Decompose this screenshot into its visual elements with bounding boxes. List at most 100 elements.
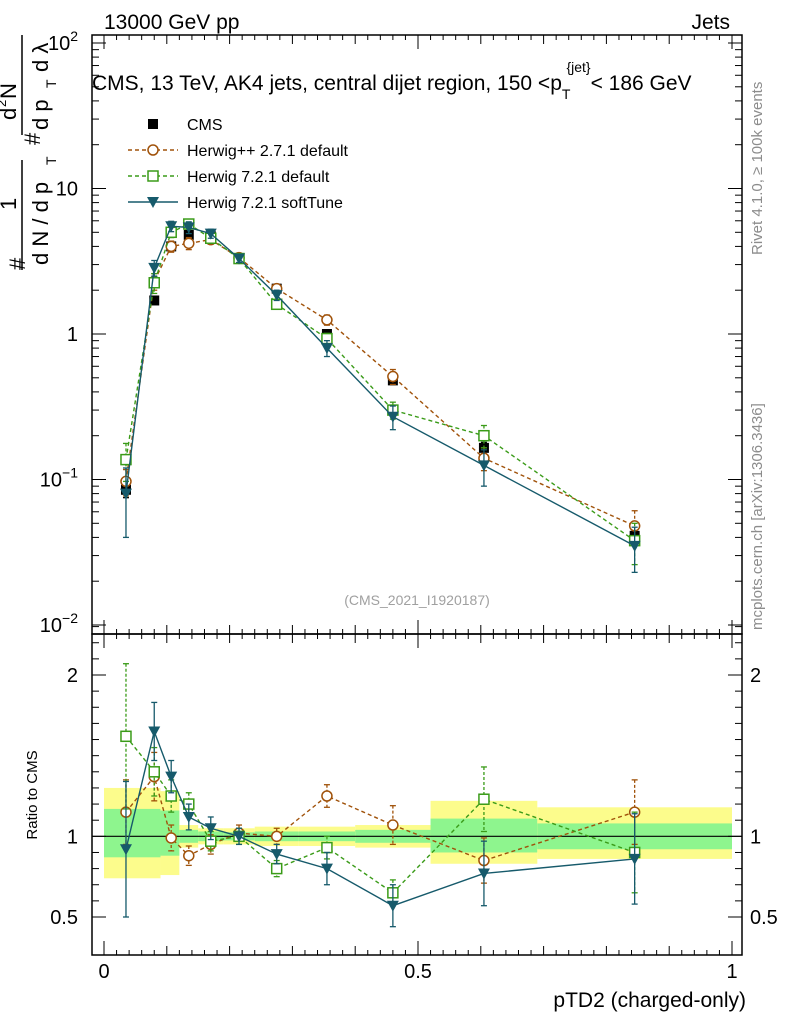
- main-point-herwigpp: [165, 240, 177, 253]
- main-point-softtune: [119, 488, 132, 500]
- x-axis-label: pTD2 (charged-only): [553, 989, 746, 1012]
- main-series-cms: [120, 229, 640, 545]
- ylabel-dpt: d p: [28, 99, 53, 130]
- xtick-label: 1: [726, 961, 737, 983]
- main-ytick-exponent: −1: [62, 465, 78, 481]
- main-ytick-label: 102: [48, 28, 78, 55]
- ratio-point-softtune: [182, 811, 195, 823]
- legend-label-herwigpp: Herwig++ 2.7.1 default: [187, 143, 349, 160]
- ratio-ytick-label-right: 2: [750, 665, 761, 687]
- chart-labels: 13000 GeV pp Jets CMS, 13 TeV, AK4 jets,…: [0, 11, 766, 1012]
- ratio-uncertainty-bands: [104, 787, 732, 879]
- main-point-herwigpp: [387, 370, 399, 383]
- main-point-herwig721: [120, 453, 132, 466]
- main-ytick-label: 10−2: [40, 610, 78, 637]
- main-ytick-base: 1: [67, 324, 78, 346]
- jets-label: Jets: [691, 11, 730, 34]
- xtick-label: 0.5: [404, 961, 432, 983]
- ratio-point-softtune: [386, 900, 399, 912]
- legend-marker-cms: [148, 119, 158, 129]
- ratio-ytick-label-right: 1: [750, 826, 761, 848]
- ratio-point-herwig721: [148, 766, 160, 778]
- ratio-point-softtune: [233, 831, 246, 843]
- main-ytick-label: 1: [67, 324, 78, 346]
- ratio-point-herwigpp: [165, 832, 177, 844]
- legend-label-herwig721: Herwig 7.2.1 default: [187, 169, 330, 186]
- title-suffix: < 186 GeV: [591, 72, 692, 95]
- ratio-point-herwigpp: [387, 819, 399, 831]
- legend-marker-softtune: [147, 197, 159, 208]
- ylabel-n: N: [0, 83, 21, 99]
- main-series-herwig721: [120, 218, 641, 566]
- ylabel-dlambda: d λ: [28, 43, 53, 72]
- legend-label-cms: CMS: [187, 117, 223, 134]
- ratio-point-softtune: [628, 853, 641, 865]
- ylabel-dpt-sub: T: [43, 79, 59, 88]
- main-ytick-base: 10: [40, 470, 62, 492]
- ratio-point-softtune: [477, 868, 490, 880]
- main-point-herwig721: [148, 277, 160, 289]
- main-point-herwig721: [478, 429, 490, 442]
- ratio-ytick-label-left: 2: [67, 665, 78, 687]
- main-ytick-base: 10: [48, 33, 70, 55]
- main-point-softtune: [477, 460, 490, 472]
- ratio-point-softtune: [320, 863, 333, 875]
- ratio-point-softtune: [204, 823, 217, 835]
- legend-marker-herwig721: [147, 170, 159, 182]
- main-point-herwigpp: [183, 237, 195, 250]
- main-point-softtune: [165, 221, 178, 233]
- energy-label: 13000 GeV pp: [104, 11, 239, 34]
- legend: CMS Herwig++ 2.7.1 default Herwig 7.2.1 de…: [128, 117, 349, 212]
- legend-marker-herwigpp: [147, 144, 159, 156]
- ratio-point-herwig721: [321, 841, 333, 854]
- main-series-herwigpp: [120, 233, 641, 547]
- ratio-ytick-label-left: 1: [67, 826, 78, 848]
- ratio-point-softtune: [165, 771, 178, 783]
- main-point-softtune: [628, 540, 641, 552]
- mcplots-side-label: mcplots.cern.ch [arXiv:1306.3436]: [749, 403, 766, 630]
- ratio-point-herwig721: [478, 793, 490, 805]
- ylabel-hash-1: #: [5, 257, 30, 270]
- main-ytick-base: 10: [40, 615, 62, 637]
- analysis-watermark: (CMS_2021_I1920187): [344, 592, 490, 608]
- title-sup: {jet}: [566, 59, 590, 75]
- ratio-point-herwigpp: [270, 830, 283, 843]
- main-point-softtune: [182, 222, 195, 234]
- ratio-point-softtune: [270, 849, 283, 861]
- main-ytick-label: 10−1: [40, 465, 78, 492]
- main-point-softtune: [148, 262, 161, 274]
- main-point-softtune: [233, 253, 246, 265]
- data-series: [119, 218, 641, 928]
- ylabel-one: 1: [0, 198, 21, 210]
- main-point-softtune: [320, 343, 333, 355]
- ratio-series-softtune: [119, 701, 641, 928]
- main-point-softtune: [204, 228, 217, 240]
- main-series-softtune: [119, 220, 641, 574]
- ylabel-d: d: [0, 108, 21, 120]
- band-inner-segment: [104, 808, 161, 858]
- ratio-point-herwig721: [270, 862, 283, 875]
- ylabel-two: 2: [0, 100, 9, 107]
- main-line-herwigpp: [125, 238, 635, 527]
- main-ytick-base: 10: [56, 179, 78, 201]
- title-sub: T: [562, 86, 571, 102]
- ratio-point-herwigpp: [321, 790, 333, 802]
- main-ytick-exponent: −2: [62, 610, 78, 626]
- ratio-ytick-label-left: 0.5: [50, 907, 78, 929]
- ratio-ytick-label-right: 0.5: [750, 907, 778, 929]
- xtick-label: 0: [98, 961, 109, 983]
- ratio-point-softtune: [119, 844, 132, 856]
- main-ytick-exponent: 2: [70, 28, 78, 44]
- main-ylabel: # 1 d N / d p T # d 2 N d p T d λ: [0, 35, 59, 270]
- plot-title: CMS, 13 TeV, AK4 jets, central dijet reg…: [92, 59, 692, 102]
- main-point-herwigpp: [321, 314, 333, 326]
- title-prefix: CMS, 13 TeV, AK4 jets, central dijet reg…: [92, 72, 562, 95]
- main-point-cms: [149, 295, 160, 306]
- main-line-herwig721: [125, 223, 636, 542]
- main-point-softtune: [270, 290, 283, 302]
- ratio-point-herwig721: [120, 730, 132, 743]
- ratio-line-herwig721: [125, 735, 635, 894]
- ratio-series-herwig721: [120, 663, 641, 907]
